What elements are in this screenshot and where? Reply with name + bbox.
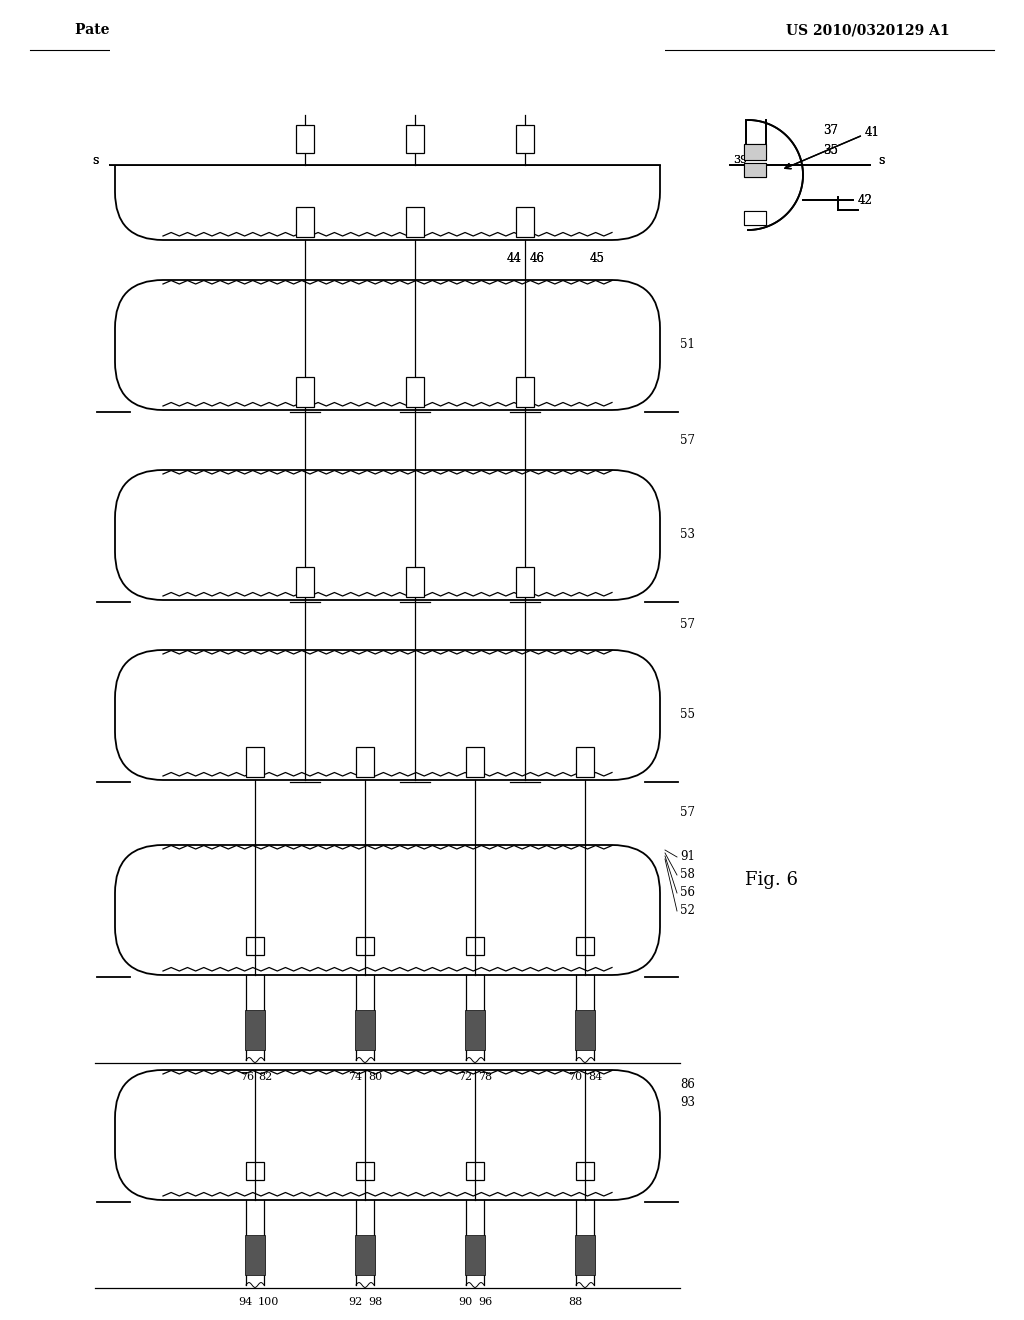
- Text: 57: 57: [680, 433, 695, 446]
- Bar: [406, 378, 424, 407]
- Text: 78: 78: [478, 1072, 493, 1082]
- Bar: [356, 937, 374, 954]
- Bar: [516, 378, 534, 407]
- Text: 72: 72: [458, 1072, 472, 1082]
- Text: 82: 82: [258, 1072, 272, 1082]
- Bar: [744, 144, 766, 160]
- Bar: [245, 1010, 265, 1049]
- Text: s: s: [92, 153, 98, 166]
- Bar: [744, 211, 766, 224]
- Bar: [466, 937, 484, 954]
- Text: 58: 58: [680, 869, 695, 882]
- Bar: [744, 211, 766, 224]
- Bar: [355, 1010, 375, 1049]
- Bar: [575, 1236, 595, 1275]
- Bar: [356, 747, 374, 777]
- Text: Dec. 23, 2010  Sheet 6 of 8: Dec. 23, 2010 Sheet 6 of 8: [408, 22, 616, 37]
- Text: 92: 92: [348, 1298, 362, 1307]
- Text: 93: 93: [680, 1097, 695, 1110]
- Bar: [296, 378, 314, 407]
- Text: 42: 42: [858, 194, 872, 206]
- Text: 90: 90: [458, 1298, 472, 1307]
- Text: 51: 51: [680, 338, 695, 351]
- Text: 94: 94: [238, 1298, 252, 1307]
- Text: 80: 80: [368, 1072, 382, 1082]
- Text: s: s: [92, 153, 98, 166]
- Text: 84: 84: [588, 1072, 602, 1082]
- Text: 44: 44: [507, 252, 522, 264]
- Bar: [516, 207, 534, 238]
- Text: 52: 52: [680, 904, 695, 917]
- Text: 35: 35: [823, 144, 838, 157]
- Bar: [406, 568, 424, 597]
- Text: 70: 70: [568, 1072, 582, 1082]
- Text: 46: 46: [530, 252, 545, 264]
- Bar: [296, 207, 314, 238]
- Text: 45: 45: [590, 252, 605, 264]
- Bar: [516, 568, 534, 597]
- Text: US 2010/0320129 A1: US 2010/0320129 A1: [786, 22, 950, 37]
- Bar: [110, 0, 665, 165]
- Text: 39: 39: [733, 154, 748, 165]
- Text: s: s: [878, 153, 885, 166]
- Bar: [356, 1162, 374, 1180]
- Text: 44: 44: [507, 252, 522, 264]
- Bar: [406, 207, 424, 238]
- Bar: [246, 1162, 264, 1180]
- Text: 35: 35: [823, 144, 838, 157]
- Bar: [246, 937, 264, 954]
- Text: 57: 57: [680, 807, 695, 818]
- Bar: [744, 144, 766, 160]
- Bar: [296, 125, 314, 153]
- Text: s: s: [878, 153, 885, 166]
- Text: 86: 86: [680, 1078, 695, 1092]
- Bar: [575, 1162, 594, 1180]
- Text: 42: 42: [858, 194, 872, 206]
- Text: 46: 46: [530, 252, 545, 264]
- Text: 37: 37: [823, 124, 838, 136]
- Text: 74: 74: [348, 1072, 362, 1082]
- Bar: [575, 747, 594, 777]
- Text: 57: 57: [680, 619, 695, 631]
- Bar: [406, 125, 424, 153]
- Bar: [516, 125, 534, 153]
- Bar: [466, 1162, 484, 1180]
- Text: 41: 41: [865, 125, 880, 139]
- Text: 37: 37: [823, 124, 838, 136]
- Bar: [246, 747, 264, 777]
- Text: 41: 41: [865, 125, 880, 139]
- Bar: [466, 747, 484, 777]
- Text: 76: 76: [240, 1072, 254, 1082]
- Bar: [575, 1010, 595, 1049]
- Text: 88: 88: [568, 1298, 583, 1307]
- Text: Fig. 6: Fig. 6: [745, 871, 798, 888]
- Text: 96: 96: [478, 1298, 493, 1307]
- Bar: [245, 1236, 265, 1275]
- Bar: [575, 937, 594, 954]
- Bar: [296, 568, 314, 597]
- Text: 39: 39: [733, 154, 748, 165]
- Text: 45: 45: [590, 252, 605, 264]
- Text: Patent Application Publication: Patent Application Publication: [75, 22, 314, 37]
- Bar: [406, 125, 424, 153]
- Bar: [296, 125, 314, 153]
- Bar: [744, 162, 766, 177]
- Text: 55: 55: [680, 709, 695, 722]
- Bar: [465, 1236, 485, 1275]
- Text: 100: 100: [258, 1298, 280, 1307]
- Bar: [465, 1010, 485, 1049]
- Bar: [744, 162, 766, 177]
- Text: 91: 91: [680, 850, 695, 863]
- Text: 56: 56: [680, 887, 695, 899]
- Bar: [516, 125, 534, 153]
- Text: 98: 98: [368, 1298, 382, 1307]
- Text: 53: 53: [680, 528, 695, 541]
- Bar: [355, 1236, 375, 1275]
